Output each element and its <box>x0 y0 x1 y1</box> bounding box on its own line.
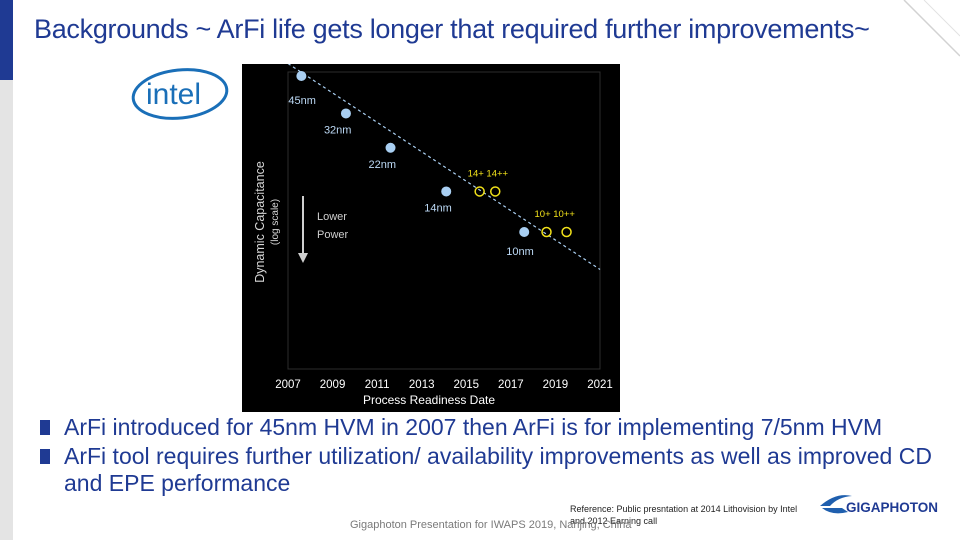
annotation-lower: Lower <box>317 211 347 223</box>
plus-node-label: 10+ 10++ <box>535 209 576 220</box>
bullet-text: ArFi introduced for 45nm HVM in 2007 the… <box>64 414 883 440</box>
x-tick-label: 2015 <box>453 379 479 391</box>
bullet-square-icon <box>40 420 50 435</box>
node-point <box>296 71 307 81</box>
gigaphoton-logo: GIGAPHOTON <box>820 495 938 515</box>
bullet-text: ArFi tool requires further utilization/ … <box>64 443 932 496</box>
reference-note: Reference: Public presntation at 2014 Li… <box>570 504 798 526</box>
plus-node-point <box>474 186 485 197</box>
bullet-item: ArFi tool requires further utilization/ … <box>38 443 948 497</box>
intel-logo: intel <box>131 68 229 120</box>
node-label: 22nm <box>369 159 397 171</box>
x-axis-label: Process Readiness Date <box>363 393 495 407</box>
y-axis-label: Dynamic Capacitance <box>253 161 267 283</box>
annotation-power: Power <box>317 229 349 241</box>
bullet-item: ArFi introduced for 45nm HVM in 2007 the… <box>38 414 948 441</box>
trend-line <box>287 63 601 270</box>
plus-node-point <box>541 226 552 238</box>
node-label: 32nm <box>324 124 352 136</box>
node-point <box>340 108 351 119</box>
x-tick-label: 2019 <box>543 379 569 391</box>
x-tick-label: 2017 <box>498 379 524 391</box>
chart: Dynamic Capacitance (log scale) Process … <box>242 63 620 412</box>
bullet-list: ArFi introduced for 45nm HVM in 2007 the… <box>38 414 948 499</box>
node-point <box>385 142 396 153</box>
capacitance-chart: Dynamic Capacitance (log scale) Process … <box>253 63 613 407</box>
left-stripe <box>0 80 13 540</box>
x-tick-label: 2009 <box>320 379 346 391</box>
node-point <box>519 227 530 237</box>
intel-logo-text: intel <box>146 78 201 111</box>
node-label: 45nm <box>288 95 316 107</box>
plus-node-label: 14+ 14++ <box>468 168 509 179</box>
y-axis-sublabel: (log scale) <box>270 199 281 245</box>
gigaphoton-logo-text: GIGAPHOTON <box>846 500 938 515</box>
bullet-square-icon <box>40 449 50 464</box>
plus-node-point <box>490 186 501 197</box>
node-label: 10nm <box>506 246 534 258</box>
x-tick-label: 2013 <box>409 379 435 391</box>
node-label: 14nm <box>424 202 452 214</box>
footer-text: Gigaphoton Presentation for IWAPS 2019, … <box>350 519 632 531</box>
x-tick-label: 2011 <box>365 379 390 391</box>
lower-power-arrowhead <box>298 253 308 263</box>
plus-node-point <box>561 226 572 238</box>
corner-decoration <box>903 0 960 57</box>
plot-area <box>287 71 601 370</box>
node-point <box>441 186 452 197</box>
x-tick-label: 2007 <box>275 379 301 391</box>
title-accent-bar <box>0 0 13 80</box>
x-tick-label: 2021 <box>587 379 613 391</box>
slide-title: Backgrounds ~ ArFi life gets longer that… <box>34 14 870 44</box>
